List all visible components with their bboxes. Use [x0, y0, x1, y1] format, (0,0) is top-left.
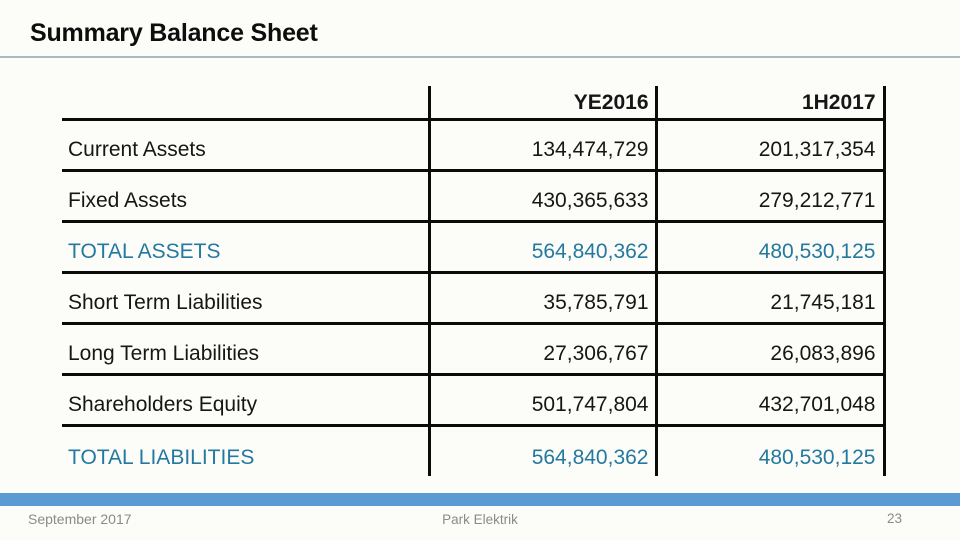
- row-value-ye2016: 134,474,729: [427, 119, 656, 172]
- row-label: TOTAL ASSETS: [62, 221, 429, 274]
- table-row: Short Term Liabilities 35,785,791 21,745…: [62, 272, 886, 325]
- title-divider: [0, 56, 960, 58]
- column-header-ye2016: YE2016: [427, 86, 656, 121]
- row-value-ye2016: 430,365,633: [427, 170, 656, 223]
- table-row: Long Term Liabilities 27,306,767 26,083,…: [62, 323, 886, 376]
- footer-accent-bar: [0, 493, 960, 506]
- table-row: Shareholders Equity 501,747,804 432,701,…: [62, 374, 886, 427]
- row-value-1h2017: 480,530,125: [654, 425, 886, 476]
- row-value-ye2016: 564,840,362: [427, 221, 656, 274]
- table-row: Current Assets 134,474,729 201,317,354: [62, 119, 886, 172]
- table-row-total-liabilities: TOTAL LIABILITIES 564,840,362 480,530,12…: [62, 425, 886, 476]
- row-label: TOTAL LIABILITIES: [68, 445, 255, 469]
- row-label: Fixed Assets: [62, 170, 429, 223]
- row-value-ye2016: 564,840,362: [427, 425, 656, 476]
- row-value-1h2017: 26,083,896: [654, 323, 886, 376]
- balance-sheet-table: YE2016 1H2017 Current Assets 134,474,729…: [62, 86, 886, 476]
- row-label: Short Term Liabilities: [62, 272, 429, 325]
- table-row-total-assets: TOTAL ASSETS 564,840,362 480,530,125: [62, 221, 886, 274]
- table-header-row: YE2016 1H2017: [62, 86, 886, 121]
- row-value-1h2017: 432,701,048: [654, 374, 886, 427]
- table-row: Fixed Assets 430,365,633 279,212,771: [62, 170, 886, 223]
- page-title: Summary Balance Sheet: [30, 19, 318, 47]
- row-label: Current Assets: [62, 119, 429, 172]
- row-value-ye2016: 501,747,804: [427, 374, 656, 427]
- page-number: 23: [886, 511, 902, 526]
- row-label: Long Term Liabilities: [62, 323, 429, 376]
- row-value-ye2016: 35,785,791: [427, 272, 656, 325]
- row-value-1h2017: 21,745,181: [654, 272, 886, 325]
- row-value-1h2017: 480,530,125: [654, 221, 886, 274]
- row-value-1h2017: 201,317,354: [654, 119, 886, 172]
- footer-date: September 2017: [28, 511, 132, 527]
- column-header-1h2017: 1H2017: [654, 86, 886, 121]
- row-label: Shareholders Equity: [62, 374, 429, 427]
- row-value-ye2016: 27,306,767: [427, 323, 656, 376]
- column-header-empty: [62, 86, 429, 121]
- row-value-1h2017: 279,212,771: [654, 170, 886, 223]
- footer-company-name: Park Elektrik: [442, 512, 518, 527]
